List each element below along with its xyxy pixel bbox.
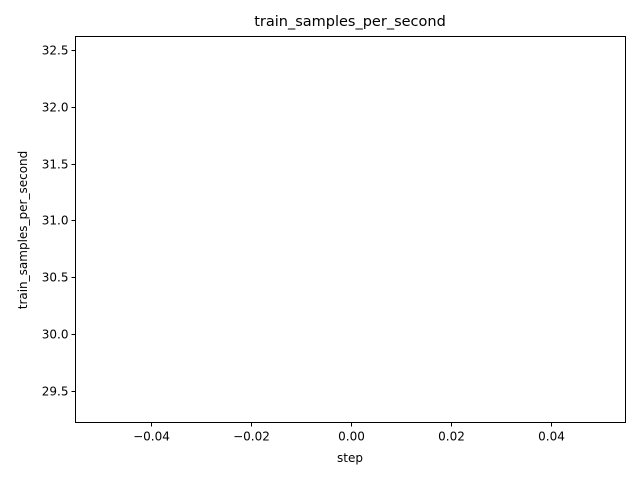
plot-area-frame	[75, 36, 626, 423]
y-tick-label: 32.0	[42, 101, 69, 115]
y-tick-label: 31.5	[42, 158, 69, 172]
x-tick-label: −0.04	[133, 430, 170, 444]
y-tick-label: 32.5	[42, 44, 69, 58]
y-axis-label: train_samples_per_second	[16, 151, 30, 310]
x-tick-label: 0.04	[538, 430, 565, 444]
x-tick-label: −0.02	[233, 430, 270, 444]
x-tick-label: 0.02	[438, 430, 465, 444]
x-axis-label: step	[337, 451, 363, 465]
chart-title: train_samples_per_second	[254, 14, 446, 30]
y-tick-label: 29.5	[42, 385, 69, 399]
y-tick-label: 31.0	[42, 214, 69, 228]
y-tick-label: 30.5	[42, 271, 69, 285]
y-tick-label: 30.0	[42, 328, 69, 342]
x-axis-ticks: −0.04 −0.02 0.00 0.02 0.04	[133, 422, 565, 444]
y-axis-ticks: 29.5 30.0 30.5 31.0 31.5 32.0 32.5	[42, 44, 76, 399]
x-tick-label: 0.00	[338, 430, 365, 444]
